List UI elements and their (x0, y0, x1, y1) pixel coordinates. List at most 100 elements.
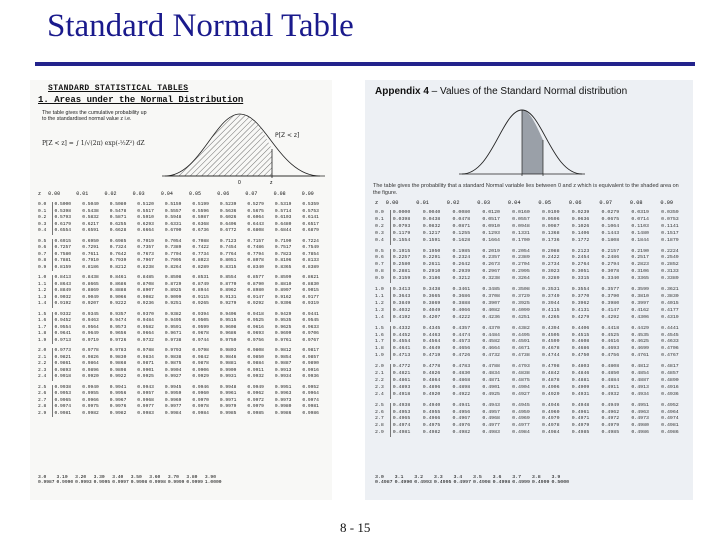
left-z-value: 2.7 (38, 397, 47, 403)
left-col-header: 0.07 (245, 191, 258, 197)
right-z-value: 2.4 (375, 391, 384, 397)
left-probability-cell: 0.9842 (192, 354, 209, 360)
left-probability-cell: 0.9906 (192, 367, 209, 373)
left-probability-cell: 0.8106 (274, 258, 292, 263)
left-probability-cell: 0.9918 (51, 374, 81, 381)
left-bottom-p: 0.9998 (149, 480, 166, 485)
right-probability-cell: 0.4812 (631, 364, 649, 370)
left-probability-cell: 0.9222 (109, 301, 127, 306)
right-probability-cell: 0.0871 (452, 223, 471, 229)
left-z-value: 1.7 (38, 324, 47, 330)
left-probability-cell: 0.5120 (137, 202, 154, 207)
right-probability-cell: 0.4177 (661, 307, 679, 313)
right-probability-cell: 0.4279 (571, 314, 590, 320)
left-probability-cell: 0.9744 (192, 337, 209, 343)
left-bottom-p: 0.9998 (130, 480, 148, 485)
left-bottom-z: 3.10 (56, 475, 68, 480)
right-probability-cell: 0.4850 (601, 371, 620, 377)
right-probability-cell: 0.3770 (571, 293, 590, 299)
right-table-row: 2.7 0.4965 0.4966 0.4967 0.4968 0.4969 0.4970 0… (373, 416, 689, 424)
left-table-row: 0.7 0.7580 0.7611 0.7642 0.7673 0.7704 0.7734 0… (36, 251, 328, 258)
left-table-row: 0.3 0.6179 0.6217 0.6255 0.6293 0.6331 0.6368 0… (36, 221, 328, 228)
left-probability-cell: 0.9985 (247, 410, 264, 416)
right-probability-cell: 0.4452 (389, 332, 421, 340)
right-probability-cell: 0.0160 (512, 210, 530, 215)
left-table-row: 2.7 0.9965 0.9966 0.9967 0.9968 0.9969 0.9970 0… (36, 397, 328, 404)
left-probability-cell: 0.5000 (51, 202, 81, 209)
left-z-value: 1.3 (38, 294, 47, 300)
right-table-row: 1.3 0.4032 0.4049 0.4066 0.4082 0.4099 0.4115 0… (373, 307, 689, 315)
right-z-value: 1.9 (375, 353, 384, 359)
right-col-header: 0.02 (446, 200, 460, 206)
right-values-table: 0.0 0.0000 0.0040 0.0080 0.0120 0.0160 0.0199 0… (373, 210, 689, 438)
right-probability-cell: 0.4826 (422, 371, 441, 377)
left-probability-cell: 0.9887 (274, 361, 292, 366)
right-probability-cell: 0.4927 (512, 391, 530, 397)
right-bottom-z: 3.6 (492, 475, 502, 480)
left-probability-cell: 0.9854 (274, 354, 292, 360)
left-probability-cell: 0.9963 (274, 391, 292, 396)
left-description: The table gives the cumulative probabili… (42, 110, 147, 122)
right-probability-cell: 0.3665 (422, 293, 441, 299)
right-probability-cell: 0.4778 (422, 364, 441, 370)
left-probability-cell: 0.7910 (82, 258, 99, 263)
left-probability-cell: 0.9920 (82, 374, 99, 379)
left-bottom-p: 0.9987 (38, 480, 55, 485)
left-probability-cell: 0.6700 (164, 228, 182, 233)
right-probability-cell: 0.4977 (482, 423, 500, 429)
right-table-row: 2.4 0.4918 0.4920 0.4922 0.4925 0.4927 0.4929 0… (373, 391, 689, 399)
right-probability-cell: 0.3340 (601, 276, 620, 282)
svg-text:z: z (270, 180, 273, 186)
right-col-header: 0.04 (507, 200, 521, 206)
right-probability-cell: 0.3599 (631, 287, 649, 293)
right-probability-cell: 0.4147 (601, 307, 620, 313)
left-probability-cell: 0.9881 (219, 361, 237, 366)
left-probability-cell: 0.6985 (109, 238, 127, 244)
right-probability-cell: 0.4982 (452, 430, 471, 436)
slide-title: Standard Normal Table (47, 8, 354, 44)
right-probability-cell: 0.1103 (631, 223, 649, 229)
right-probability-cell: 0.4608 (571, 339, 590, 345)
left-probability-cell: 0.8810 (274, 281, 292, 287)
right-bottom-z: 3.9 (551, 475, 561, 480)
right-probability-cell: 0.4956 (452, 409, 471, 415)
left-probability-cell: 0.7257 (51, 245, 81, 252)
left-probability-cell: 0.7704 (164, 251, 182, 257)
left-col-header: 0.06 (217, 191, 230, 197)
right-probability-cell: 0.4099 (512, 307, 530, 313)
right-probability-cell: 0.4971 (571, 416, 590, 422)
left-probability-cell: 0.7823 (274, 251, 292, 257)
left-probability-cell: 0.9699 (274, 331, 292, 336)
right-z-value: 1.8 (375, 346, 384, 352)
left-table-row: 1.0 0.8413 0.8438 0.8461 0.8485 0.8508 0.8531 0… (36, 275, 328, 282)
right-probability-cell: 0.4916 (661, 384, 679, 390)
right-probability-cell: 0.1517 (661, 230, 679, 236)
left-probability-cell: 0.9846 (219, 354, 237, 360)
left-probability-cell: 0.9357 (109, 311, 127, 317)
right-bottom-p: 0.4998 (492, 480, 511, 485)
right-z-value: 2.8 (375, 423, 384, 429)
right-probability-cell: 0.4945 (512, 402, 530, 408)
left-probability-cell: 0.9049 (82, 294, 99, 300)
right-probability-cell: 0.4545 (661, 332, 679, 338)
right-probability-cell: 0.2389 (512, 255, 530, 261)
left-col-header: 0.08 (273, 191, 286, 197)
right-probability-cell: 0.3389 (661, 276, 679, 282)
left-probability-cell: 0.9986 (302, 410, 319, 416)
left-probability-cell: 0.6179 (51, 221, 81, 228)
left-z-value: 2.9 (38, 410, 47, 416)
left-probability-cell: 0.7967 (137, 258, 154, 263)
right-probability-cell: 0.0120 (482, 210, 500, 215)
left-probability-cell: 0.7794 (247, 251, 264, 257)
left-probability-cell: 0.8051 (219, 258, 237, 263)
left-probability-cell: 0.9616 (247, 324, 264, 330)
left-table-row: 2.8 0.9974 0.9975 0.9976 0.9977 0.9977 0.9978 0… (36, 404, 328, 411)
left-probability-cell: 0.6406 (219, 221, 237, 227)
left-z-value: 2.2 (38, 361, 47, 366)
left-probability-cell: 0.5557 (164, 208, 182, 214)
left-z-value: 0.2 (38, 215, 47, 220)
right-table-row: 0.3 0.1179 0.1217 0.1255 0.1293 0.1331 0.1368 0… (373, 230, 689, 238)
right-probability-cell: 0.4898 (452, 384, 471, 390)
right-probability-cell: 0.4803 (571, 364, 590, 370)
left-probability-cell: 0.6664 (137, 228, 154, 233)
